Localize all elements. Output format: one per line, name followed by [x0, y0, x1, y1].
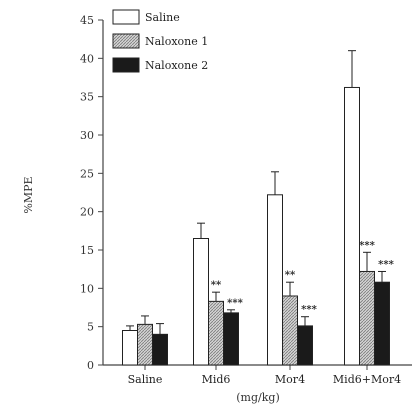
- significance-label: ***: [301, 305, 317, 316]
- legend-label: Naloxone 2: [145, 59, 208, 72]
- legend-label: Saline: [145, 11, 180, 24]
- bar-naloxone-1: [138, 324, 153, 365]
- significance-label: ***: [378, 259, 394, 270]
- legend-label: Naloxone 1: [145, 35, 208, 48]
- bar-saline: [345, 87, 360, 365]
- bar-naloxone-1: [209, 301, 224, 365]
- significance-label: ***: [359, 240, 375, 251]
- x-tick-label: Mid6+Mor4: [333, 373, 401, 386]
- x-axis-title: (mg/kg): [236, 391, 279, 404]
- x-tick-label: Mor4: [275, 373, 305, 386]
- y-tick-label: 20: [80, 206, 94, 219]
- bar-saline: [123, 331, 138, 366]
- legend-swatch: [113, 34, 139, 48]
- bar-naloxone-1: [360, 271, 375, 365]
- y-tick-label: 10: [80, 282, 94, 295]
- bar-naloxone-2: [298, 326, 313, 365]
- legend-swatch: [113, 10, 139, 24]
- bar-naloxone-2: [153, 334, 168, 365]
- legend-swatch: [113, 58, 139, 72]
- bar-naloxone-2: [375, 282, 390, 365]
- significance-label: **: [285, 270, 296, 281]
- bar-naloxone-1: [283, 296, 298, 365]
- bar-saline: [194, 239, 209, 366]
- significance-label: ***: [227, 298, 243, 309]
- y-tick-label: 5: [87, 321, 94, 334]
- y-tick-label: 0: [87, 359, 94, 372]
- bar-saline: [268, 195, 283, 365]
- legend: Saline Naloxone 1 Naloxone 2: [113, 10, 208, 72]
- y-tick-label: 30: [80, 129, 94, 142]
- bars: ****************: [123, 51, 395, 365]
- y-tick-label: 35: [80, 91, 94, 104]
- x-tick-label: Saline: [128, 373, 163, 386]
- y-axis-title: %MPE: [22, 176, 35, 213]
- y-tick-label: 40: [80, 52, 94, 65]
- y-tick-label: 45: [80, 14, 94, 27]
- y-tick-label: 25: [80, 167, 94, 180]
- x-tick-label: Mid6: [202, 373, 231, 386]
- bar-naloxone-2: [224, 313, 239, 365]
- y-tick-label: 15: [80, 244, 94, 257]
- significance-label: **: [211, 280, 222, 291]
